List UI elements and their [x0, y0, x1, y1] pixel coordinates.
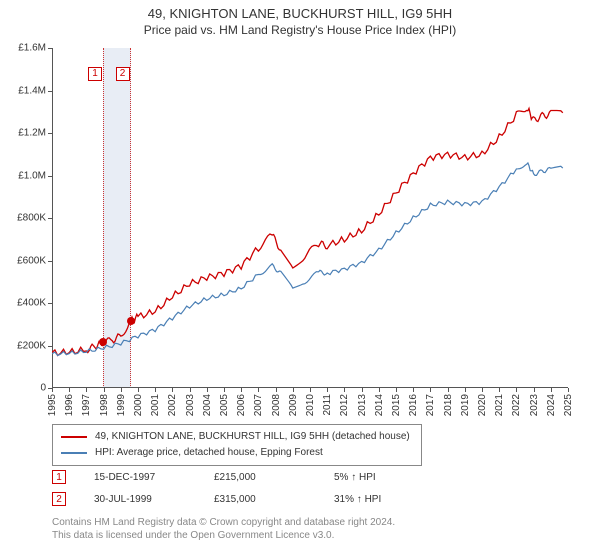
- xtick-label: 2001: [150, 394, 161, 416]
- xtick-label: 2019: [460, 394, 471, 416]
- titles: 49, KNIGHTON LANE, BUCKHURST HILL, IG9 5…: [0, 0, 600, 37]
- line-svg: [52, 48, 568, 388]
- legend-label: HPI: Average price, detached house, Eppi…: [95, 445, 323, 461]
- txn-date: 30-JUL-1999: [94, 494, 214, 505]
- xtick-label: 1997: [81, 394, 92, 416]
- transaction-table: 1 15-DEC-1997 £215,000 5% ↑ HPI 2 30-JUL…: [52, 466, 434, 510]
- xtick-label: 2012: [339, 394, 350, 416]
- txn-hpi: 31% ↑ HPI: [334, 494, 434, 505]
- title-address: 49, KNIGHTON LANE, BUCKHURST HILL, IG9 5…: [0, 6, 600, 21]
- txn-marker: 2: [52, 492, 66, 506]
- xtick-label: 2017: [425, 394, 436, 416]
- legend: 49, KNIGHTON LANE, BUCKHURST HILL, IG9 5…: [52, 424, 422, 466]
- xtick-label: 2009: [288, 394, 299, 416]
- xtick-label: 2005: [219, 394, 230, 416]
- legend-row: 49, KNIGHTON LANE, BUCKHURST HILL, IG9 5…: [61, 429, 413, 445]
- xtick-label: 2018: [443, 394, 454, 416]
- ytick-label: £1.0M: [0, 170, 46, 181]
- xtick-label: 2008: [271, 394, 282, 416]
- txn-price: £315,000: [214, 494, 334, 505]
- xtick-label: 1995: [47, 394, 58, 416]
- xtick-label: 1999: [116, 394, 127, 416]
- title-subtitle: Price paid vs. HM Land Registry's House …: [0, 23, 600, 37]
- txn-date: 15-DEC-1997: [94, 472, 214, 483]
- legend-swatch: [61, 436, 87, 438]
- xtick-label: 1998: [99, 394, 110, 416]
- xtick-label: 2010: [305, 394, 316, 416]
- sale-dot: [99, 338, 107, 346]
- xtick-label: 2014: [374, 394, 385, 416]
- sale-dot: [127, 317, 135, 325]
- xtick-label: 1996: [64, 394, 75, 416]
- xtick-label: 2003: [185, 394, 196, 416]
- footer-attribution: Contains HM Land Registry data © Crown c…: [52, 516, 395, 542]
- xtick-label: 2025: [563, 394, 574, 416]
- xtick-label: 2020: [477, 394, 488, 416]
- footer-line1: Contains HM Land Registry data © Crown c…: [52, 516, 395, 529]
- xtick-label: 2023: [529, 394, 540, 416]
- xtick-label: 2000: [133, 394, 144, 416]
- txn-hpi: 5% ↑ HPI: [334, 472, 434, 483]
- xtick-label: 2024: [546, 394, 557, 416]
- xtick-label: 2021: [494, 394, 505, 416]
- ytick-label: £1.6M: [0, 43, 46, 54]
- ytick-label: £1.2M: [0, 128, 46, 139]
- sale-marker: 1: [88, 67, 102, 81]
- txn-price: £215,000: [214, 472, 334, 483]
- xtick-label: 2015: [391, 394, 402, 416]
- txn-marker: 1: [52, 470, 66, 484]
- xtick-label: 2016: [408, 394, 419, 416]
- xtick-label: 2002: [167, 394, 178, 416]
- xtick-label: 2007: [253, 394, 264, 416]
- table-row: 1 15-DEC-1997 £215,000 5% ↑ HPI: [52, 466, 434, 488]
- ytick-label: 0: [0, 383, 46, 394]
- plot-area: 0£200K£400K£600K£800K£1.0M£1.2M£1.4M£1.6…: [52, 48, 568, 388]
- ytick-label: £400K: [0, 298, 46, 309]
- chart-container: 49, KNIGHTON LANE, BUCKHURST HILL, IG9 5…: [0, 0, 600, 560]
- xtick-label: 2004: [202, 394, 213, 416]
- ytick-label: £800K: [0, 213, 46, 224]
- ytick-label: £1.4M: [0, 85, 46, 96]
- footer-line2: This data is licensed under the Open Gov…: [52, 529, 395, 542]
- xtick-label: 2011: [322, 394, 333, 416]
- ytick-label: £200K: [0, 340, 46, 351]
- ytick-label: £600K: [0, 255, 46, 266]
- xtick-label: 2022: [511, 394, 522, 416]
- legend-label: 49, KNIGHTON LANE, BUCKHURST HILL, IG9 5…: [95, 429, 410, 445]
- xtick-label: 2006: [236, 394, 247, 416]
- xtick-label: 2013: [357, 394, 368, 416]
- legend-row: HPI: Average price, detached house, Eppi…: [61, 445, 413, 461]
- sale-marker: 2: [116, 67, 130, 81]
- legend-swatch: [61, 452, 87, 454]
- table-row: 2 30-JUL-1999 £315,000 31% ↑ HPI: [52, 488, 434, 510]
